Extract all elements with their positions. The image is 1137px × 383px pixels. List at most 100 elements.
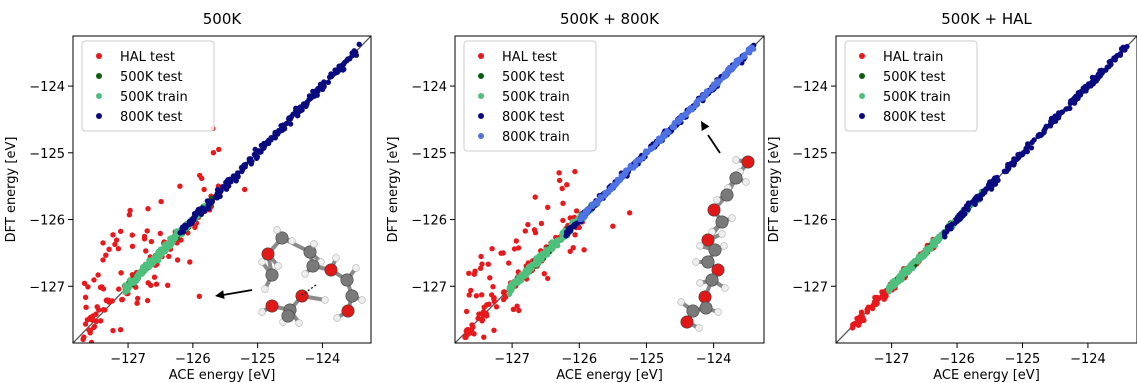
legend-marker	[96, 93, 102, 99]
point-hal-test	[477, 265, 484, 271]
carbon-atom	[701, 255, 715, 269]
point-hal-test	[148, 238, 155, 245]
point-hal-test	[560, 200, 566, 206]
point-500k-train	[522, 268, 528, 274]
point-hal-test	[110, 327, 116, 334]
point-800k-test	[290, 111, 296, 117]
data-points	[849, 43, 1130, 331]
point-800k-test	[1064, 106, 1070, 112]
point-500k-train	[534, 259, 540, 265]
outlier-point	[626, 210, 633, 216]
point-800k-train	[677, 117, 684, 123]
point-800k-test	[1077, 92, 1084, 98]
point-800k-test	[308, 95, 315, 101]
legend-marker	[96, 53, 102, 59]
point-500k-train	[936, 234, 942, 240]
point-800k-test	[340, 61, 347, 68]
data-points	[80, 41, 362, 356]
legend-marker	[478, 53, 484, 59]
point-500k-train	[132, 279, 138, 286]
hydrogen-atom	[720, 242, 728, 250]
carbon-atom	[303, 245, 317, 259]
point-hal-test	[466, 292, 472, 298]
point-hal-test	[556, 177, 563, 184]
hydrogen-atom	[728, 214, 736, 222]
point-hal-train	[881, 296, 887, 302]
point-hal-test	[97, 284, 104, 291]
point-hal-test	[525, 221, 531, 228]
arrow-head	[215, 290, 225, 300]
point-500k-train	[163, 244, 170, 250]
legend-marker	[478, 113, 484, 119]
point-hal-test	[91, 323, 98, 330]
point-hal-train	[858, 309, 865, 315]
point-hal-test	[489, 246, 495, 252]
oxygen-atom	[261, 247, 275, 261]
point-hal-test	[129, 243, 136, 249]
arrow-shaft	[707, 134, 721, 154]
point-hal-test	[506, 260, 512, 266]
legend-label: 800K test	[883, 110, 945, 125]
legend-marker	[859, 53, 865, 59]
hydrogen-atom	[321, 296, 329, 304]
y-tick-label: −125	[792, 147, 828, 162]
y-tick-label: −126	[29, 214, 65, 229]
point-800k-test	[1104, 64, 1111, 70]
outlier-point	[610, 223, 616, 229]
point-hal-test	[106, 246, 112, 252]
point-hal-test	[135, 295, 141, 302]
point-500k-train	[921, 250, 927, 257]
point-800k-test	[337, 67, 343, 73]
chart-title: 500K + HAL	[941, 10, 1032, 28]
point-hal-test	[112, 241, 118, 248]
point-hal-test	[490, 284, 496, 290]
hydrogen-atom	[695, 324, 703, 332]
point-hal-test	[91, 277, 97, 283]
point-hal-test	[479, 261, 485, 267]
point-hal-test	[96, 351, 101, 356]
point-800k-test	[352, 49, 359, 55]
oxygen-atom	[265, 299, 279, 313]
outlier-point	[196, 293, 203, 299]
point-hal-test	[481, 304, 487, 310]
point-hal-test	[85, 284, 91, 290]
point-hal-test	[581, 247, 587, 253]
point-hal-test	[129, 232, 135, 238]
point-500k-train	[138, 269, 144, 276]
oxygen-atom	[701, 233, 715, 247]
hydrogen-atom	[692, 258, 700, 266]
hydrogen-atom	[295, 319, 303, 327]
point-800k-test	[983, 186, 989, 192]
point-800k-train	[709, 85, 715, 91]
point-500k-train	[551, 243, 558, 249]
point-800k-test	[325, 79, 331, 86]
molecule-inset	[215, 226, 366, 327]
point-hal-test	[210, 150, 217, 156]
point-800k-test	[179, 225, 185, 231]
point-500k-train	[158, 249, 165, 255]
y-tick-label: −127	[29, 280, 65, 295]
point-800k-test	[1035, 133, 1041, 140]
point-hal-test	[486, 301, 492, 307]
hydrogen-atom	[288, 237, 296, 245]
point-hal-test	[88, 339, 95, 343]
y-axis-label: DFT energy [eV]	[386, 137, 401, 243]
point-500k-train	[529, 263, 535, 270]
point-800k-test	[188, 220, 194, 227]
oxygen-atom	[341, 304, 355, 318]
outlier-point	[556, 170, 562, 176]
point-hal-test	[545, 275, 551, 282]
carbon-atom	[729, 171, 743, 185]
hydrogen-bond-line	[301, 284, 317, 296]
point-800k-test	[1053, 114, 1059, 120]
point-hal-test	[493, 304, 500, 310]
point-500k-train	[150, 257, 156, 264]
point-800k-train	[671, 122, 677, 129]
point-hal-test	[560, 217, 566, 224]
y-axis-label: DFT energy [eV]	[4, 137, 19, 243]
point-800k-train	[682, 111, 689, 117]
point-800k-train	[740, 53, 747, 59]
point-800k-train	[589, 201, 595, 208]
point-800k-test	[1028, 145, 1035, 151]
